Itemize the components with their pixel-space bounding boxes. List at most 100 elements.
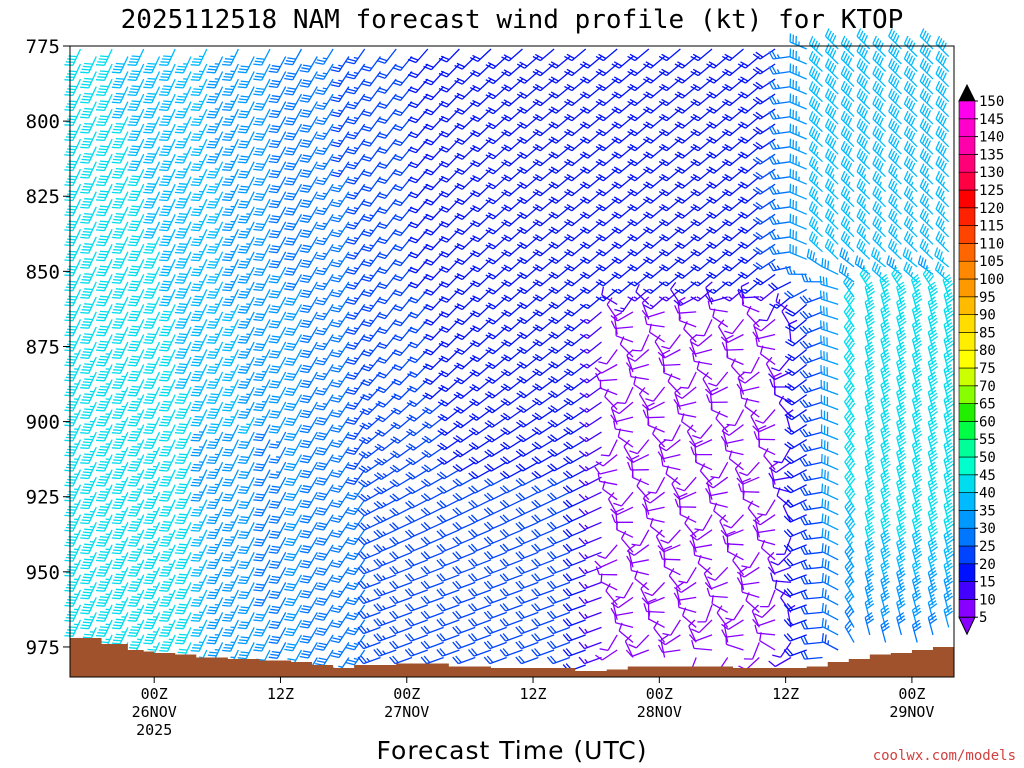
wind-barb [436, 573, 460, 582]
wind-barb [206, 311, 224, 329]
wind-barb [330, 566, 350, 584]
wind-barb [330, 521, 350, 538]
wind-barb [111, 251, 129, 269]
wind-barb [784, 439, 808, 450]
wind-barb [563, 378, 587, 391]
colorbar-segment [958, 136, 976, 155]
wind-barb [111, 552, 129, 570]
wind-barb [315, 274, 334, 291]
wind-barb [452, 610, 476, 620]
wind-barb [737, 281, 760, 294]
wind-barb [689, 439, 713, 448]
wind-barb [253, 469, 271, 487]
wind-barb [64, 379, 82, 397]
wind-barb [64, 454, 82, 472]
wind-barb [821, 453, 839, 471]
wind-barb [531, 454, 555, 465]
wind-barb [772, 642, 792, 658]
wind-barb [361, 296, 382, 313]
wind-barb [720, 529, 744, 538]
wind-barb [190, 168, 208, 187]
wind-barb [174, 582, 192, 600]
wind-barb [423, 311, 445, 326]
wind-barb [919, 178, 934, 200]
wind-barb [844, 574, 855, 598]
wind-barb [532, 48, 555, 62]
wind-barb [888, 163, 902, 185]
wind-barb [821, 513, 839, 531]
wind-barb [562, 618, 586, 627]
wind-barb [268, 491, 287, 509]
wind-barb [725, 635, 744, 651]
wind-barb [253, 589, 271, 607]
wind-barb [452, 431, 476, 443]
wind-barb [345, 78, 366, 95]
wind-barb [206, 386, 224, 404]
wind-barb [935, 170, 950, 193]
wind-barb [840, 185, 855, 208]
wind-barb [64, 319, 82, 337]
wind-barb [644, 581, 666, 597]
wind-barb [64, 153, 82, 172]
wind-barb [763, 447, 776, 471]
y-tick-label: 975 [26, 637, 60, 659]
colorbar-segment [958, 492, 976, 511]
wind-barb [856, 88, 871, 110]
wind-barb [345, 439, 366, 456]
wind-barb [373, 648, 397, 657]
wind-barb [299, 371, 318, 389]
wind-barb [206, 206, 224, 224]
wind-barb [657, 544, 681, 553]
wind-barb [896, 371, 907, 395]
x-tick-label: 27NOV [384, 703, 429, 721]
wind-barb [903, 261, 918, 283]
wind-barb [452, 640, 476, 650]
wind-barb [799, 516, 823, 526]
wind-barb [421, 431, 444, 444]
wind-barb [284, 108, 303, 126]
wind-barb [95, 244, 113, 262]
wind-barb [330, 431, 350, 448]
wind-barb [330, 131, 350, 148]
wind-barb [357, 595, 381, 605]
wind-barb [174, 266, 192, 284]
wind-barb [389, 551, 413, 560]
wind-barb [821, 528, 839, 546]
wind-barb [222, 198, 239, 217]
wind-barb [330, 341, 350, 358]
wind-barb [345, 514, 366, 531]
wind-barb [345, 289, 366, 305]
wind-barb [143, 476, 161, 495]
wind-barb [315, 499, 334, 516]
wind-barb [759, 345, 776, 366]
wind-barb [268, 627, 287, 644]
wind-barb [222, 274, 239, 292]
colorbar-segment [958, 314, 976, 333]
wind-barb [887, 238, 902, 260]
wind-barb [315, 574, 334, 591]
wind-barb [752, 258, 776, 270]
wind-barb [642, 491, 665, 504]
wind-barb [673, 399, 697, 408]
wind-barb [799, 340, 823, 350]
wind-barb [903, 35, 918, 57]
wind-barb [376, 364, 397, 379]
wind-barb [64, 304, 82, 322]
wind-barb [468, 409, 492, 421]
wind-barb [713, 502, 729, 523]
wind-barb [64, 559, 82, 577]
wind-barb [704, 581, 728, 590]
wind-barb [789, 138, 807, 155]
wind-barb [911, 439, 923, 463]
wind-barb [547, 401, 571, 413]
wind-barb [864, 371, 875, 395]
wind-barb [452, 521, 476, 531]
colorbar-top-arrow [958, 83, 976, 102]
wind-barb [159, 214, 176, 232]
wind-barb [872, 216, 887, 238]
wind-barb [896, 521, 907, 545]
colorbar-segment [958, 189, 976, 209]
wind-barb [808, 126, 823, 148]
